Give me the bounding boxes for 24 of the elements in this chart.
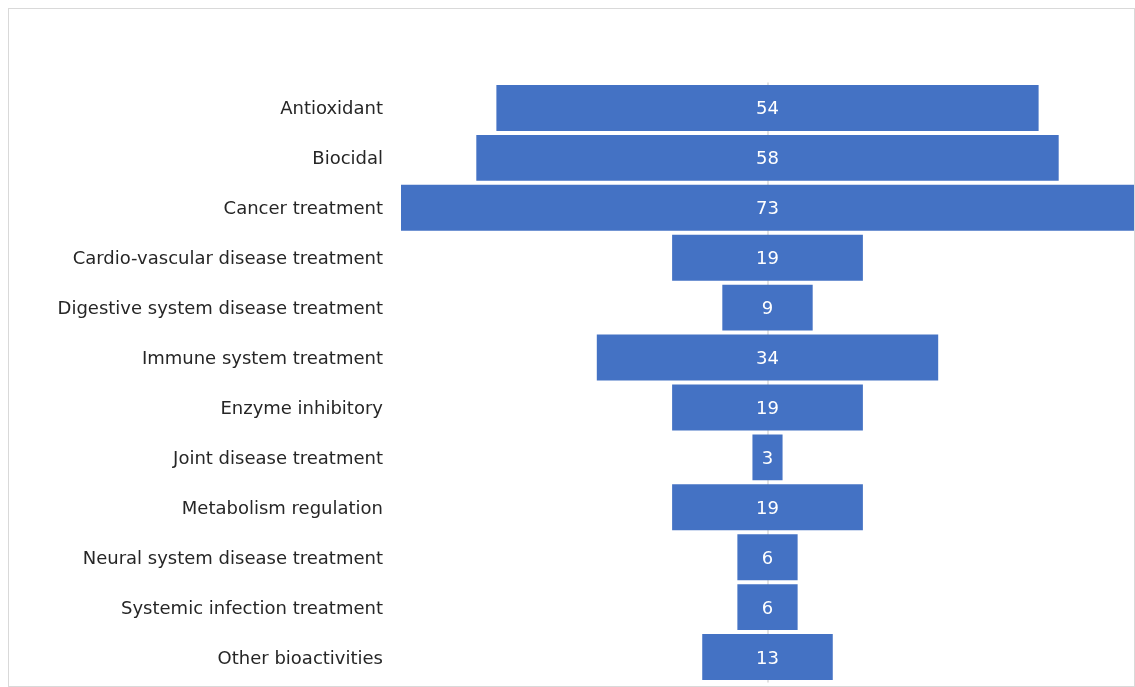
data-label: 3 xyxy=(761,446,774,468)
category-label: Biocidal xyxy=(312,147,383,169)
data-label: 54 xyxy=(756,97,779,119)
data-label: 19 xyxy=(756,496,779,518)
data-label: 19 xyxy=(756,247,779,269)
category-label: Enzyme inhibitory xyxy=(220,396,384,418)
category-label: Neural system disease treatment xyxy=(82,546,383,568)
category-label: Digestive system disease treatment xyxy=(57,297,383,319)
category-label: Cancer treatment xyxy=(223,197,383,219)
category-label: Cardio-vascular disease treatment xyxy=(72,247,383,269)
data-label: 6 xyxy=(761,596,774,618)
category-label: Other bioactivities xyxy=(217,646,383,668)
category-label: Systemic infection treatment xyxy=(121,596,383,618)
data-label: 73 xyxy=(756,197,779,219)
category-label: Joint disease treatment xyxy=(172,446,383,468)
data-label: 6 xyxy=(761,546,774,568)
data-label: 13 xyxy=(756,646,779,668)
data-label: 34 xyxy=(756,347,779,369)
data-label: 19 xyxy=(756,396,779,418)
category-label: Antioxidant xyxy=(280,97,383,119)
data-label: 9 xyxy=(761,297,774,319)
category-label: Immune system treatment xyxy=(141,347,383,369)
category-label: Metabolism regulation xyxy=(181,496,383,518)
data-label: 58 xyxy=(756,147,779,169)
